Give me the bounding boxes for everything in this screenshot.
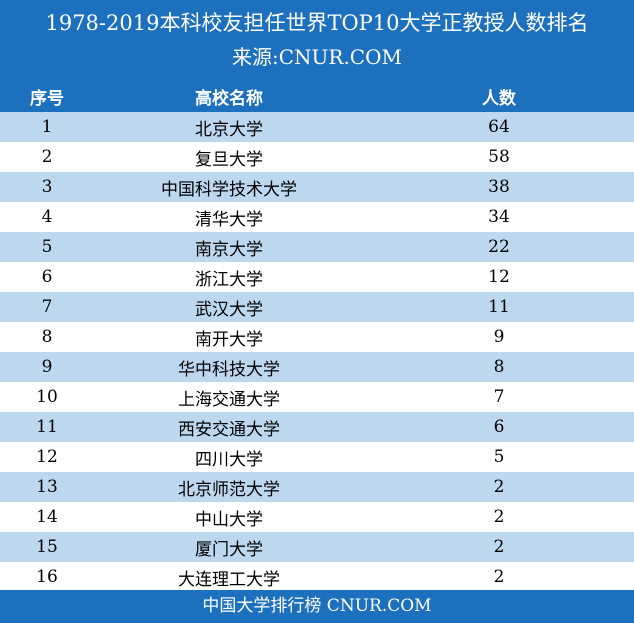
rank-cell: 11 <box>36 417 58 437</box>
table-row: 14 中山大学 2 <box>0 502 634 532</box>
rank-cell: 6 <box>41 267 53 287</box>
table-row: 6 浙江大学 12 <box>0 262 634 292</box>
rank-cell: 4 <box>41 207 53 227</box>
university-name-cell: 上海交通大学 <box>178 389 280 410</box>
source-label: 来源:CNUR.COM <box>232 45 402 69</box>
university-name-cell: 西安交通大学 <box>178 419 280 440</box>
count-cell: 8 <box>493 357 505 377</box>
count-cell: 12 <box>488 267 510 287</box>
table-row: 15 厦门大学 2 <box>0 532 634 562</box>
table-row: 1 北京大学 64 <box>0 112 634 142</box>
count-cell: 2 <box>493 537 505 557</box>
count-cell: 5 <box>493 447 505 467</box>
university-name-cell: 华中科技大学 <box>178 359 280 380</box>
rank-cell: 7 <box>41 297 53 317</box>
university-name-cell: 中山大学 <box>195 509 263 530</box>
rank-cell: 16 <box>36 567 58 587</box>
table-row: 16 大连理工大学 2 <box>0 562 634 592</box>
university-name-cell: 南京大学 <box>195 239 263 260</box>
table-row: 12 四川大学 5 <box>0 442 634 472</box>
table-row: 3 中国科学技术大学 38 <box>0 172 634 202</box>
title-band: 1978-2019本科校友担任世界TOP10大学正教授人数排名 来源:CNUR.… <box>0 0 634 80</box>
count-cell: 34 <box>488 207 510 227</box>
ranking-table: 序号 高校名称 人数 1 北京大学 64 2 复旦大学 58 3 中国科学技术大学 38 4 清华大… <box>0 80 634 592</box>
count-cell: 22 <box>488 237 510 257</box>
table-row: 9 华中科技大学 8 <box>0 352 634 382</box>
count-cell: 6 <box>493 417 505 437</box>
table-row: 13 北京师范大学 2 <box>0 472 634 502</box>
count-cell: 58 <box>488 147 510 167</box>
university-name-cell: 厦门大学 <box>195 539 263 560</box>
table-row: 10 上海交通大学 7 <box>0 382 634 412</box>
table-row: 5 南京大学 22 <box>0 232 634 262</box>
page-title: 1978-2019本科校友担任世界TOP10大学正教授人数排名 <box>45 11 589 35</box>
rank-cell: 14 <box>36 507 58 527</box>
rank-cell: 13 <box>36 477 58 497</box>
university-name-cell: 武汉大学 <box>195 299 263 320</box>
university-name-cell: 北京大学 <box>195 119 263 140</box>
count-cell: 9 <box>493 327 505 347</box>
column-header-rank: 序号 <box>30 88 64 109</box>
count-cell: 2 <box>493 567 505 587</box>
rank-cell: 2 <box>41 147 53 167</box>
table-row: 4 清华大学 34 <box>0 202 634 232</box>
table-row: 2 复旦大学 58 <box>0 142 634 172</box>
rank-cell: 10 <box>36 387 58 407</box>
university-name-cell: 中国科学技术大学 <box>161 179 297 200</box>
table-row: 11 西安交通大学 6 <box>0 412 634 442</box>
rank-cell: 12 <box>36 447 58 467</box>
count-cell: 2 <box>493 477 505 497</box>
rank-cell: 5 <box>41 237 53 257</box>
rank-cell: 9 <box>41 357 53 377</box>
rank-cell: 8 <box>41 327 53 347</box>
rank-cell: 1 <box>41 117 53 137</box>
count-cell: 2 <box>493 507 505 527</box>
table-row: 7 武汉大学 11 <box>0 292 634 322</box>
rank-cell: 3 <box>41 177 53 197</box>
count-cell: 11 <box>488 297 510 317</box>
university-name-cell: 复旦大学 <box>195 149 263 170</box>
footer-credit: 中国大学排行榜 CNUR.COM <box>0 590 634 623</box>
table-header-row: 序号 高校名称 人数 <box>0 80 634 112</box>
count-cell: 38 <box>488 177 510 197</box>
count-cell: 64 <box>488 117 510 137</box>
university-name-cell: 大连理工大学 <box>178 569 280 590</box>
count-cell: 7 <box>493 387 505 407</box>
university-name-cell: 清华大学 <box>195 209 263 230</box>
rank-cell: 15 <box>36 537 58 557</box>
university-name-cell: 南开大学 <box>195 329 263 350</box>
university-name-cell: 北京师范大学 <box>178 479 280 500</box>
university-name-cell: 浙江大学 <box>195 269 263 290</box>
column-header-name: 高校名称 <box>195 88 263 109</box>
university-name-cell: 四川大学 <box>195 449 263 470</box>
column-header-count: 人数 <box>482 88 516 109</box>
table-row: 8 南开大学 9 <box>0 322 634 352</box>
table-body: 1 北京大学 64 2 复旦大学 58 3 中国科学技术大学 38 4 清华大学 34 5 南京大学 22 6… <box>0 112 634 592</box>
